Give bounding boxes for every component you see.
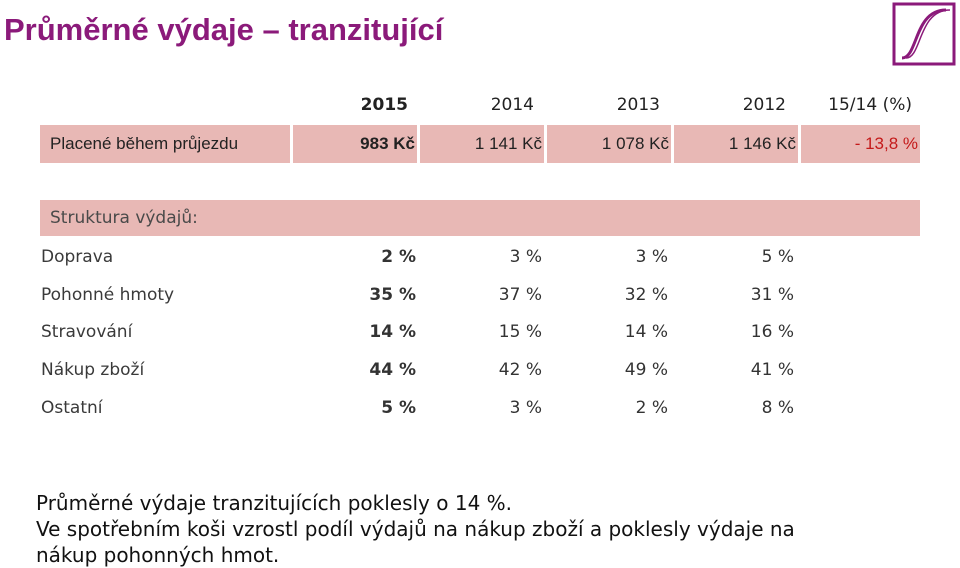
summary-line: Ve spotřebním koši vzrostl podíl výdajů … xyxy=(36,517,795,541)
value-2012: 41 % xyxy=(750,360,794,380)
value-2012: 31 % xyxy=(750,285,794,305)
value-2012: 16 % xyxy=(750,322,794,342)
paid-2014: 1 141 Kč xyxy=(420,125,544,163)
paid-label: Placené během průjezdu xyxy=(40,125,290,163)
value-2015: 5 % xyxy=(381,398,416,418)
value-2015: 35 % xyxy=(369,285,416,305)
value-2012: 5 % xyxy=(761,247,794,267)
value-2013: 49 % xyxy=(624,360,668,380)
row-label: Ostatní xyxy=(41,398,103,418)
value-2014: 42 % xyxy=(498,360,542,380)
paid-change: - 13,8 % xyxy=(801,125,920,163)
paid-during-transit-row: Placené během průjezdu 983 Kč 1 141 Kč 1… xyxy=(40,125,920,163)
paid-2015: 983 Kč xyxy=(293,125,417,163)
table-row: Stravování 14 % 15 % 14 % 16 % xyxy=(0,322,960,346)
value-2014: 15 % xyxy=(498,322,542,342)
page-title: Průměrné výdaje – tranzitující xyxy=(4,12,444,47)
value-2013: 2 % xyxy=(635,398,668,418)
header-2015: 2015 xyxy=(360,95,408,115)
row-label: Doprava xyxy=(41,247,114,267)
value-2015: 14 % xyxy=(369,322,416,342)
table-row: Doprava 2 % 3 % 3 % 5 % xyxy=(0,247,960,271)
row-label: Pohonné hmoty xyxy=(41,285,175,305)
value-2014: 3 % xyxy=(509,247,542,267)
value-2013: 3 % xyxy=(635,247,668,267)
header-2013: 2013 xyxy=(616,95,660,115)
structure-heading: Struktura výdajů: xyxy=(40,200,920,236)
value-2015: 44 % xyxy=(369,360,416,380)
table-row: Pohonné hmoty 35 % 37 % 32 % 31 % xyxy=(0,285,960,309)
header-change: 15/14 (%) xyxy=(828,95,912,115)
table-row: Nákup zboží 44 % 42 % 49 % 41 % xyxy=(0,360,960,384)
value-2014: 37 % xyxy=(498,285,542,305)
paid-2013: 1 078 Kč xyxy=(547,125,671,163)
value-2013: 14 % xyxy=(624,322,668,342)
row-label: Nákup zboží xyxy=(41,360,145,380)
paid-2012: 1 146 Kč xyxy=(674,125,798,163)
summary-line: Průměrné výdaje tranzitujících poklesly … xyxy=(36,491,513,515)
summary-text: Průměrné výdaje tranzitujících poklesly … xyxy=(36,490,936,568)
header-2014: 2014 xyxy=(490,95,534,115)
row-label: Stravování xyxy=(41,322,133,342)
summary-line: nákup pohonných hmot. xyxy=(36,543,280,567)
value-2013: 32 % xyxy=(624,285,668,305)
header-2012: 2012 xyxy=(742,95,786,115)
university-logo-icon xyxy=(892,2,956,66)
value-2012: 8 % xyxy=(761,398,794,418)
value-2014: 3 % xyxy=(509,398,542,418)
table-row: Ostatní 5 % 3 % 2 % 8 % xyxy=(0,398,960,422)
value-2015: 2 % xyxy=(381,247,416,267)
